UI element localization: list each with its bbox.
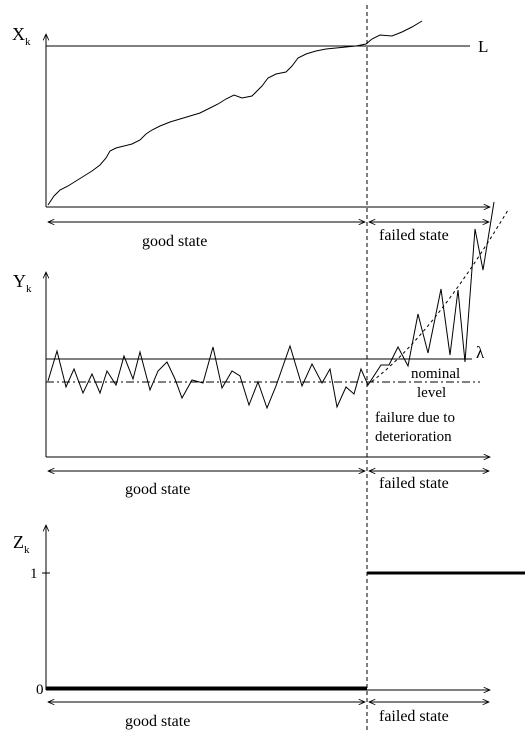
middle-panel: Yk λ nominal level failure due to deteri… [13,201,509,498]
threshold-L-label: L [478,37,488,56]
deterioration-trend [366,209,509,386]
middle-failed-state-label: failed state [379,475,449,492]
bottom-good-state-label: good state [125,713,190,730]
top-failed-state-label: failed state [379,227,449,244]
tick-one-label: 1 [30,566,38,582]
failure-label-line2: deterioration [375,429,452,445]
degradation-curve [47,20,423,206]
bottom-y-label: Zk [13,532,30,556]
tick-zero-label: 0 [36,682,44,698]
top-panel: Xk L good state failed state [12,20,490,250]
top-good-state-label: good state [142,233,207,250]
threshold-lambda-label: λ [476,343,485,362]
failure-label-line1: failure due to [375,410,455,426]
middle-good-state-label: good state [125,481,190,498]
nominal-label-line2: level [417,385,446,401]
nominal-label-line1: nominal [411,366,460,382]
top-y-label: Xk [12,24,31,48]
bottom-failed-state-label: failed state [379,708,449,725]
bottom-panel: Zk 1 0 good state failed state [13,525,525,730]
middle-y-label: Yk [13,271,32,295]
measurement-signal [47,201,495,410]
